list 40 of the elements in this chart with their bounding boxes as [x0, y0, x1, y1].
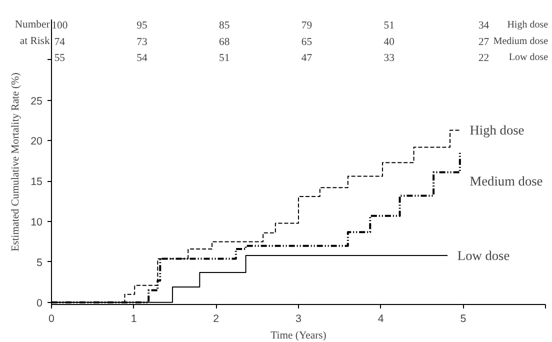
annotation: 74: [54, 36, 66, 48]
annotation: High dose: [507, 20, 549, 31]
annotation: 34: [478, 20, 490, 32]
y-tick-label: 15: [30, 176, 42, 188]
y-tick-label: 20: [30, 136, 42, 148]
annotation: 73: [136, 36, 148, 48]
x-axis-title: Time (Years): [270, 330, 327, 342]
annotation: 68: [219, 36, 230, 48]
x-tick-label: 4: [378, 312, 384, 325]
series-label: Medium dose: [470, 174, 543, 189]
series-label: Low dose: [457, 248, 510, 264]
annotation: 40: [384, 36, 394, 48]
series-label: High dose: [470, 122, 524, 138]
annotation: 55: [54, 52, 65, 64]
x-tick-label: 3: [296, 312, 302, 325]
y-axis-title: Estimated Cumulative Mortality Rate (%): [10, 72, 22, 252]
x-tick-label: 2: [213, 312, 220, 325]
y-tick-label: 10: [30, 216, 42, 229]
annotation: 85: [219, 20, 230, 32]
annotation: 79: [301, 20, 312, 32]
annotation: 22: [478, 52, 490, 64]
y-tick-label: 25: [30, 95, 42, 108]
annotation: 47: [301, 52, 313, 64]
x-tick-label: 1: [130, 312, 137, 325]
annotation: Medium dose: [493, 36, 549, 47]
annotation: 51: [219, 52, 230, 64]
annotation: 100: [52, 20, 68, 32]
annotation: 54: [136, 52, 148, 64]
annotation: 33: [384, 52, 394, 64]
annotation: 65: [301, 36, 312, 48]
annotation: 27: [478, 36, 490, 48]
y-tick-label: 5: [36, 256, 42, 269]
text: at Risk: [20, 36, 50, 47]
x-tick-label: 0: [48, 312, 54, 325]
text: Number: [14, 20, 50, 31]
y-tick-label: 0: [36, 297, 42, 310]
x-tick-label: 5: [460, 312, 466, 325]
annotation: 95: [136, 20, 148, 32]
annotation: 51: [384, 20, 394, 32]
annotation: Low dose: [508, 52, 549, 63]
